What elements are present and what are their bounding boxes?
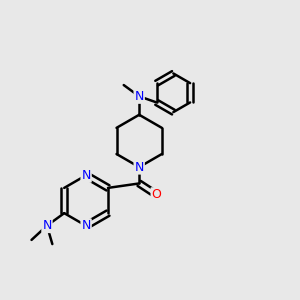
Text: N: N xyxy=(42,219,52,232)
Text: O: O xyxy=(152,188,161,201)
Text: N: N xyxy=(134,90,144,103)
Text: N: N xyxy=(81,169,91,182)
Text: N: N xyxy=(134,160,144,174)
Text: N: N xyxy=(81,219,91,232)
